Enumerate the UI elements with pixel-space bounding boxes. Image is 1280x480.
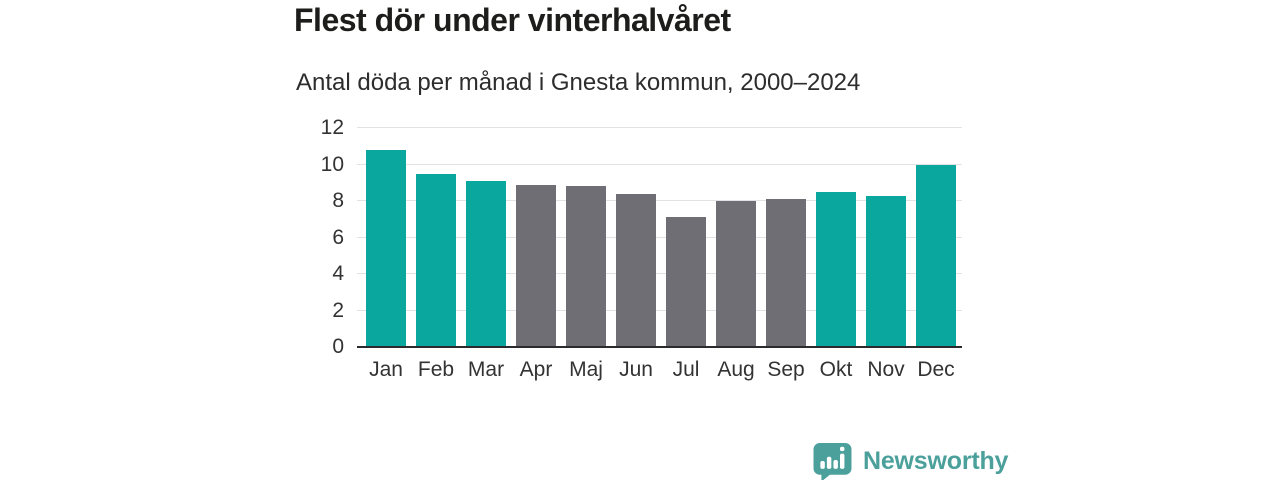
x-axis-labels: Jan Feb Mar Apr Maj Jun Jul Aug Sep Okt Nov Dec xyxy=(366,358,956,382)
x-tick-label: Mar xyxy=(467,358,505,381)
bar-jan xyxy=(366,149,406,347)
brand-name: Newsworthy xyxy=(863,446,1009,475)
y-tick-label: 12 xyxy=(320,116,344,139)
bar-jun xyxy=(616,193,656,347)
gridline xyxy=(357,236,962,238)
bar-mar xyxy=(466,180,506,347)
gridline xyxy=(357,309,962,311)
x-tick-label: Maj xyxy=(569,358,603,381)
x-tick-label: Apr xyxy=(519,358,553,381)
bar-maj xyxy=(566,186,606,347)
x-tick-label: Okt xyxy=(819,358,853,381)
x-tick-label: Jun xyxy=(619,358,653,381)
y-axis-labels: 0 2 4 6 8 10 12 xyxy=(280,116,344,358)
brand-footer: Newsworthy xyxy=(812,442,1008,480)
x-tick-label: Jul xyxy=(672,358,700,381)
y-tick-label: 10 xyxy=(320,152,344,176)
bar-dec xyxy=(916,164,956,347)
y-tick-label: 6 xyxy=(332,225,344,249)
chart-title: Flest dör under vinterhalvåret xyxy=(294,2,731,38)
x-axis-line xyxy=(357,346,962,348)
bars xyxy=(366,149,956,347)
x-tick-label: Nov xyxy=(867,358,905,381)
bar-okt xyxy=(816,191,856,347)
bar-jul xyxy=(666,217,706,347)
x-tick-label: Sep xyxy=(767,358,805,381)
bar-feb xyxy=(416,173,456,347)
gridline xyxy=(357,127,962,128)
y-tick-label: 8 xyxy=(332,189,344,212)
bar-nov xyxy=(866,195,906,347)
x-tick-label: Feb xyxy=(417,358,455,381)
gridline xyxy=(357,273,962,274)
gridline xyxy=(357,200,962,201)
bar-apr xyxy=(516,184,556,347)
y-tick-label: 2 xyxy=(332,298,344,322)
x-tick-label: Jan xyxy=(369,358,403,381)
bar-sep xyxy=(766,199,806,347)
plot-area xyxy=(357,127,962,348)
x-tick-label: Dec xyxy=(917,358,955,381)
y-tick-label: 4 xyxy=(332,262,344,285)
x-tick-label: Aug xyxy=(717,358,755,381)
y-tick-label: 0 xyxy=(332,335,344,358)
newsworthy-logo-icon xyxy=(813,443,852,480)
bar-aug xyxy=(716,201,756,347)
gridline xyxy=(357,163,962,165)
chart-subtitle: Antal döda per månad i Gnesta kommun, 20… xyxy=(296,69,861,96)
